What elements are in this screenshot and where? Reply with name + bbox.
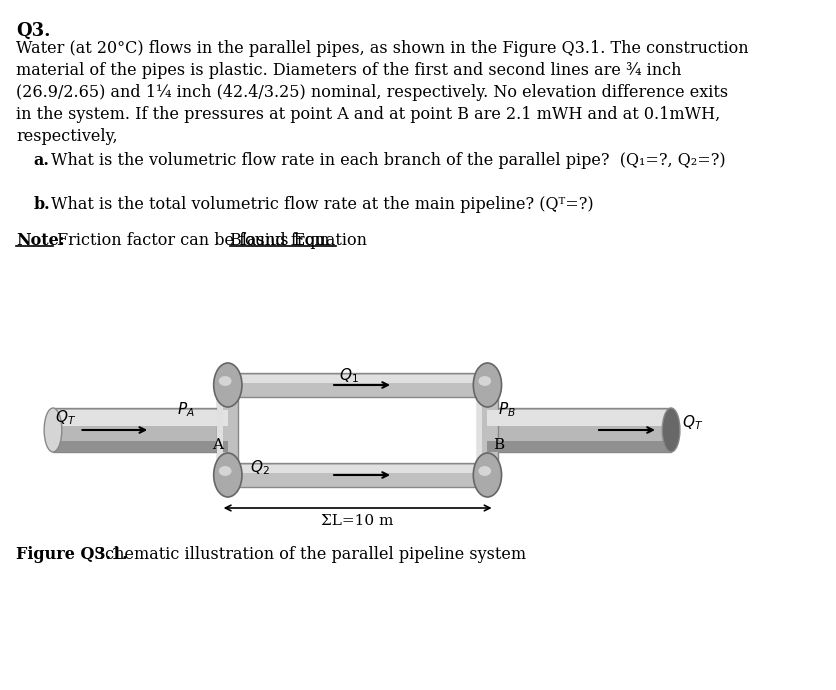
Bar xyxy=(53,408,227,452)
Text: Q3.: Q3. xyxy=(16,22,50,40)
Text: $Q_2$: $Q_2$ xyxy=(250,458,269,477)
Text: (26.9/2.65) and 1¼ inch (42.4/3.25) nominal, respectively. No elevation differen: (26.9/2.65) and 1¼ inch (42.4/3.25) nomi… xyxy=(16,84,727,101)
Bar xyxy=(487,408,670,452)
Bar xyxy=(227,463,487,487)
Text: Figure Q3.1.: Figure Q3.1. xyxy=(16,546,128,563)
Bar xyxy=(53,441,227,452)
Bar xyxy=(227,465,487,473)
Text: material of the pipes is plastic. Diameters of the first and second lines are ¾ : material of the pipes is plastic. Diamet… xyxy=(16,62,681,79)
Text: Schematic illustration of the parallel pipeline system: Schematic illustration of the parallel p… xyxy=(89,546,526,563)
Ellipse shape xyxy=(478,376,491,386)
Text: ΣL=10 m: ΣL=10 m xyxy=(321,514,394,528)
Ellipse shape xyxy=(44,408,62,452)
Text: $P_B$: $P_B$ xyxy=(497,400,515,419)
Text: B: B xyxy=(492,438,503,452)
Text: $Q_T$: $Q_T$ xyxy=(54,408,76,426)
Ellipse shape xyxy=(213,363,242,407)
Text: b.: b. xyxy=(33,196,50,213)
Text: in the system. If the pressures at point A and at point B are 2.1 mWH and at 0.1: in the system. If the pressures at point… xyxy=(16,106,719,123)
Ellipse shape xyxy=(218,466,232,476)
Text: $Q_1$: $Q_1$ xyxy=(339,366,359,385)
Text: $Q_T$: $Q_T$ xyxy=(681,413,702,432)
Bar xyxy=(477,385,482,475)
Text: a.: a. xyxy=(33,152,49,169)
Ellipse shape xyxy=(213,453,242,497)
Text: $P_A$: $P_A$ xyxy=(176,400,194,419)
Bar xyxy=(487,441,670,452)
Ellipse shape xyxy=(661,408,679,452)
Ellipse shape xyxy=(472,453,501,497)
Bar xyxy=(217,385,238,475)
Bar xyxy=(477,385,497,475)
Bar xyxy=(227,373,487,397)
Bar xyxy=(487,410,670,426)
Text: Note:: Note: xyxy=(16,232,64,249)
Ellipse shape xyxy=(478,466,491,476)
Text: What is the total volumetric flow rate at the main pipeline? (Qᵀ=?): What is the total volumetric flow rate a… xyxy=(51,196,593,213)
Text: Blasius Equation: Blasius Equation xyxy=(230,232,367,249)
Bar xyxy=(227,375,487,382)
Ellipse shape xyxy=(218,376,232,386)
Bar xyxy=(53,410,227,426)
Text: Friction factor can be found from: Friction factor can be found from xyxy=(58,232,334,249)
Text: Water (at 20°C) flows in the parallel pipes, as shown in the Figure Q3.1. The co: Water (at 20°C) flows in the parallel pi… xyxy=(16,40,747,57)
Text: What is the volumetric flow rate in each branch of the parallel pipe?  (Q₁=?, Q₂: What is the volumetric flow rate in each… xyxy=(51,152,725,169)
Text: A: A xyxy=(212,438,222,452)
Ellipse shape xyxy=(472,363,501,407)
Bar xyxy=(217,385,222,475)
Text: respectively,: respectively, xyxy=(16,128,117,145)
